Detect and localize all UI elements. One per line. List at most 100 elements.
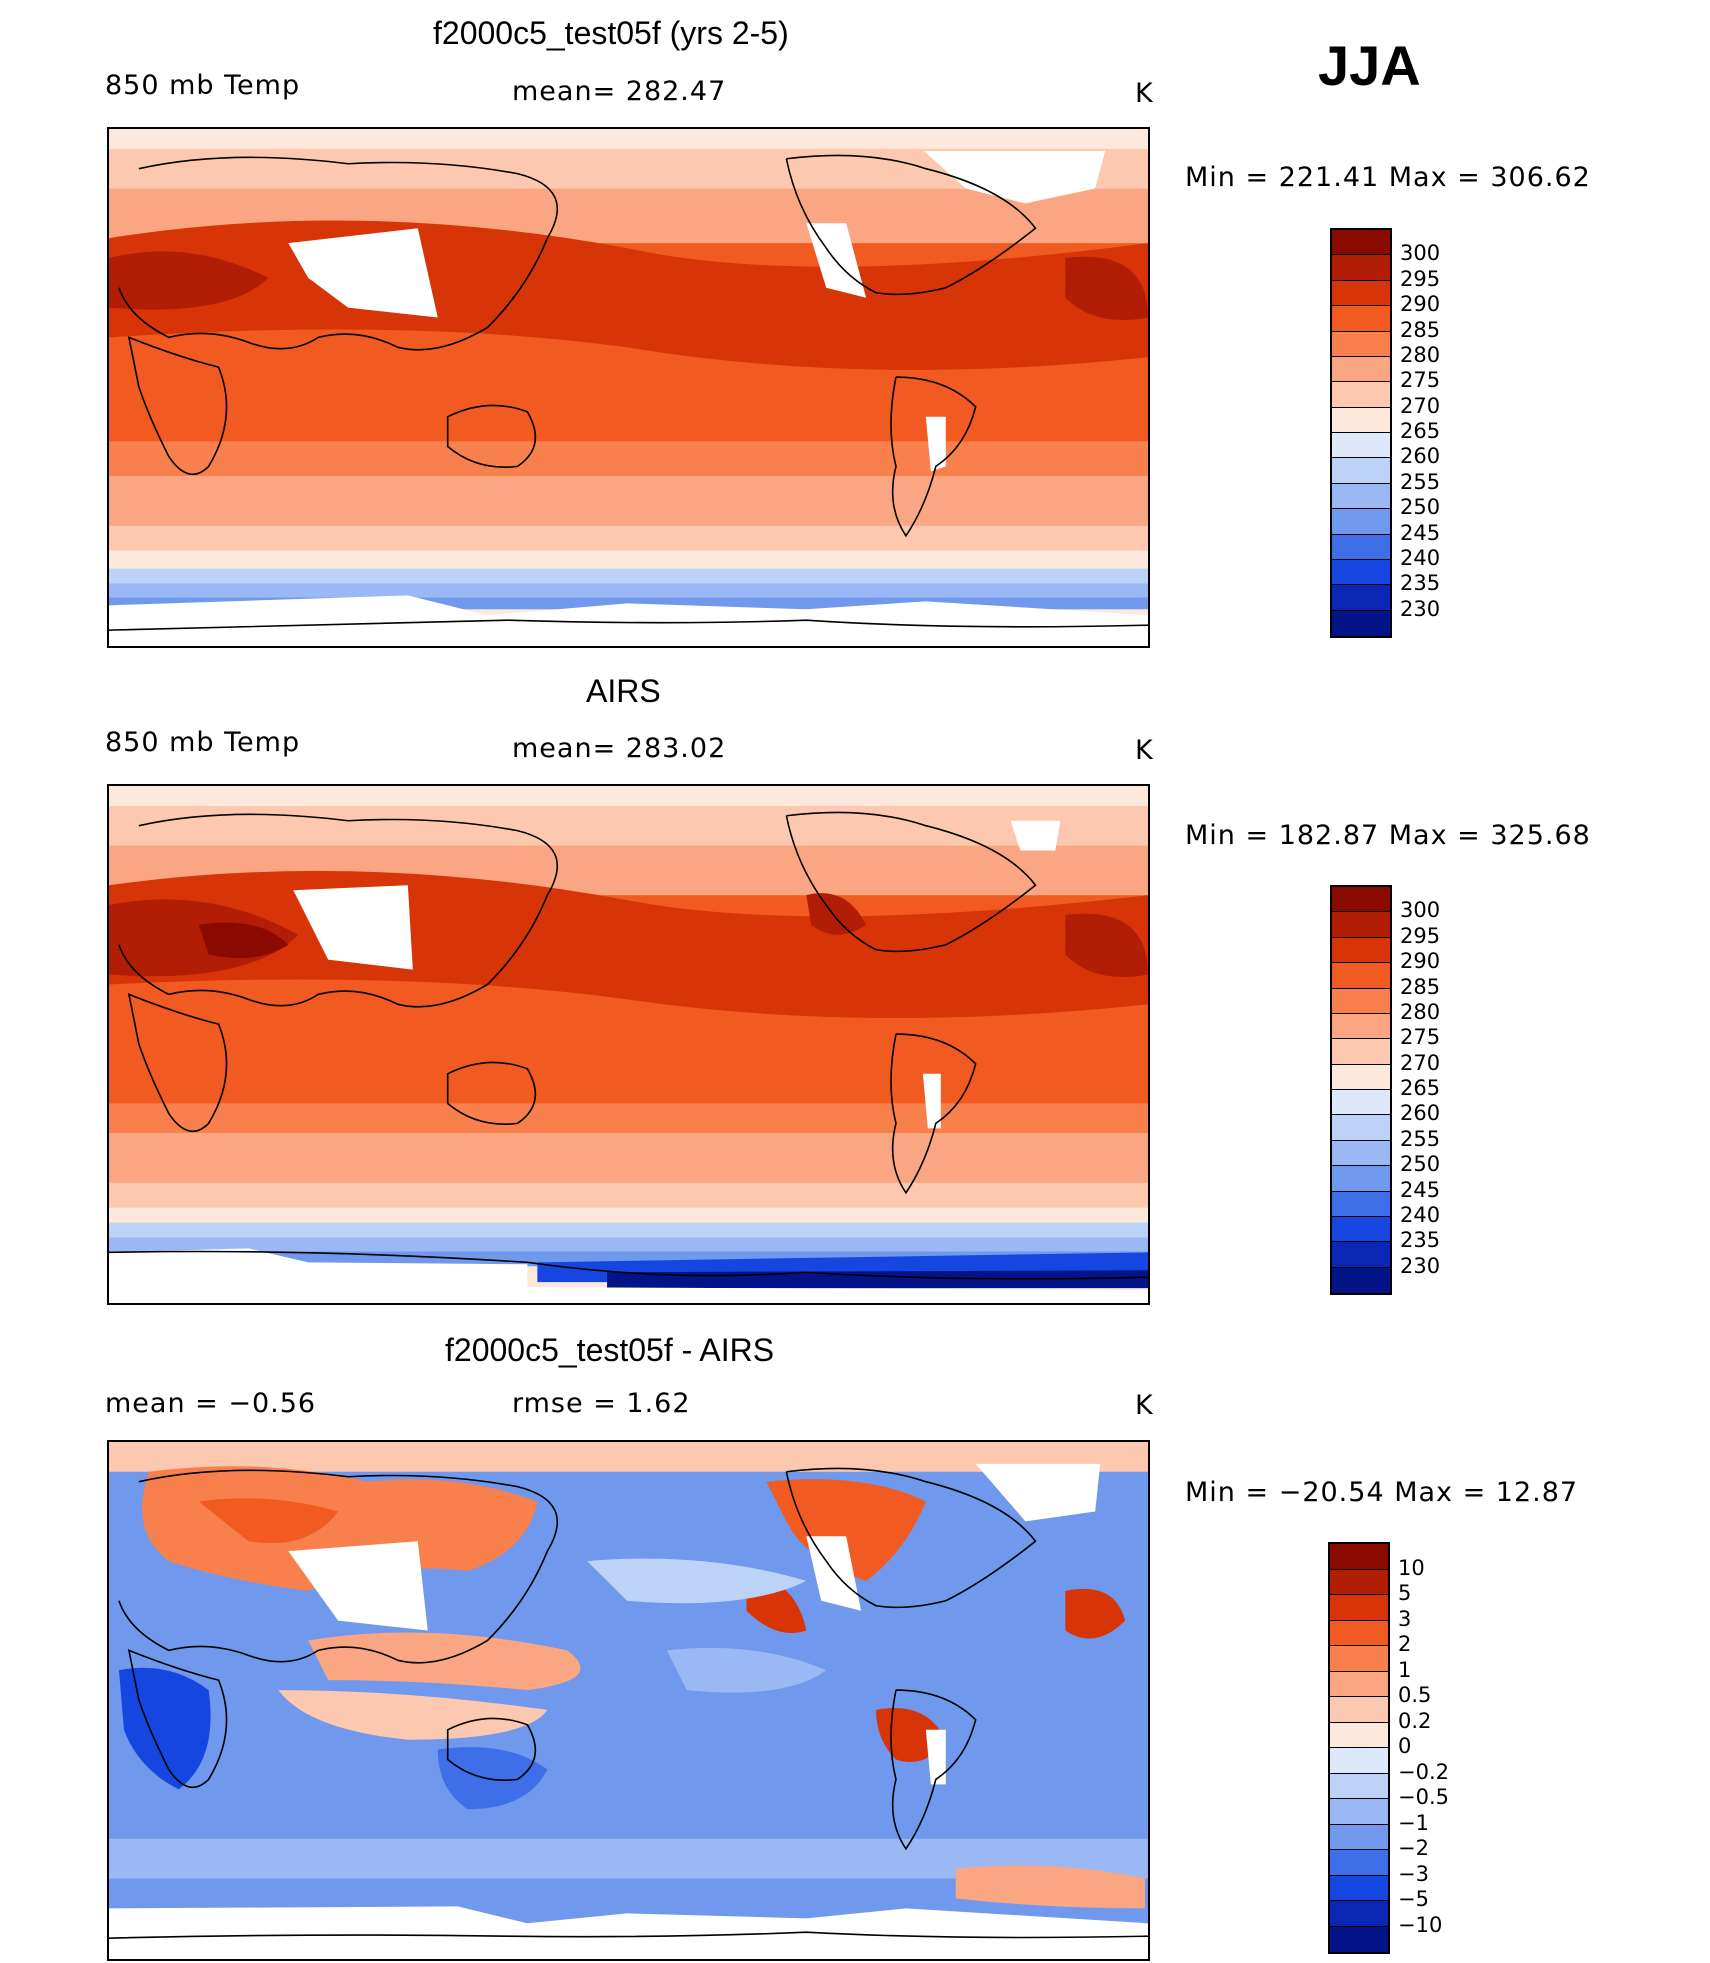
- colorbar-tick-label: 0: [1398, 1734, 1412, 1758]
- panel3-mean-label: mean = −0.56: [105, 1388, 317, 1419]
- panel1-minmax: Min = 221.41 Max = 306.62: [1185, 162, 1591, 193]
- colorbar-segment: [1332, 382, 1390, 408]
- colorbar-segment: [1330, 1544, 1388, 1570]
- colorbar-segment: [1332, 1216, 1390, 1243]
- colorbar-segment: [1332, 912, 1390, 938]
- colorbar-tick-label: −0.5: [1398, 1785, 1449, 1809]
- colorbar-segment: [1332, 988, 1390, 1014]
- colorbar-tick-label: 245: [1400, 520, 1441, 545]
- colorbar-segment: [1332, 331, 1390, 357]
- colorbar-tick-label: 280: [1400, 342, 1441, 367]
- colorbar-segment: [1332, 1267, 1390, 1293]
- colorbar-tick-label: 2: [1398, 1632, 1412, 1656]
- colorbar-segment: [1332, 1140, 1390, 1167]
- panel3-minmax: Min = −20.54 Max = 12.87: [1185, 1477, 1579, 1508]
- colorbar-segment: [1332, 963, 1390, 989]
- colorbar-segment: [1332, 306, 1390, 332]
- panel1-units: K: [1135, 78, 1154, 109]
- colorbar-tick-label: 10: [1398, 1555, 1425, 1580]
- colorbar-tick-label: 285: [1400, 974, 1441, 999]
- colorbar-tick-label: 295: [1400, 923, 1441, 948]
- colorbar-segment: [1332, 1166, 1390, 1192]
- colorbar-segment: [1330, 1901, 1388, 1927]
- colorbar-tick-label: 260: [1400, 444, 1441, 469]
- colorbar-tick-label: 235: [1400, 571, 1441, 596]
- colorbar-segment: [1330, 1569, 1388, 1595]
- colorbar-tick-label: 250: [1400, 495, 1441, 520]
- colorbar-segment: [1332, 559, 1390, 586]
- colorbar-tick-label: 290: [1400, 949, 1441, 974]
- colorbar-segment: [1332, 887, 1390, 913]
- colorbar-tick-label: 1: [1398, 1657, 1412, 1682]
- colorbar-segment: [1330, 1773, 1388, 1799]
- colorbar-segment: [1332, 407, 1390, 433]
- panel3-map: [107, 1440, 1150, 1961]
- colorbar-tick-label: 285: [1400, 317, 1441, 342]
- colorbar-tick-label: 275: [1400, 368, 1441, 393]
- panel1-title: f2000c5_test05f (yrs 2-5): [433, 15, 789, 51]
- colorbar-tick-label: 0.2: [1398, 1708, 1432, 1733]
- panel3-rmse-label: rmse = 1.62: [512, 1388, 691, 1419]
- colorbar-tick-label: 270: [1400, 1050, 1441, 1075]
- colorbar-tick-label: 255: [1400, 1126, 1441, 1151]
- colorbar-segment: [1332, 230, 1390, 256]
- colorbar-segment: [1332, 1191, 1390, 1217]
- colorbar-tick-label: −10: [1398, 1912, 1443, 1937]
- colorbar-tick-label: 295: [1400, 266, 1441, 291]
- colorbar-tick-label: 245: [1400, 1177, 1441, 1202]
- colorbar-segment: [1330, 1824, 1388, 1850]
- colorbar-tick-label: 280: [1400, 999, 1441, 1024]
- panel2-minmax: Min = 182.87 Max = 325.68: [1185, 820, 1591, 851]
- colorbar-segment: [1332, 534, 1390, 560]
- colorbar-tick-label: 270: [1400, 393, 1441, 418]
- colorbar-tick-label: 300: [1400, 241, 1441, 266]
- panel3-map-svg: [109, 1442, 1148, 1959]
- panel3-units: K: [1135, 1390, 1154, 1421]
- colorbar-tick-label: 5: [1398, 1581, 1412, 1605]
- colorbar-tick-label: 250: [1400, 1152, 1441, 1177]
- colorbar-segment: [1332, 937, 1390, 964]
- colorbar-segment: [1330, 1595, 1388, 1621]
- colorbar-tick-label: 3: [1398, 1606, 1412, 1631]
- colorbar-segment: [1332, 433, 1390, 459]
- panel2-units: K: [1135, 735, 1154, 766]
- colorbar-segment: [1332, 280, 1390, 307]
- colorbar-segment: [1332, 610, 1390, 636]
- panel1-map-svg: [109, 129, 1148, 646]
- panel1-colorbar: [1330, 228, 1392, 638]
- colorbar-tick-label: −2: [1398, 1836, 1429, 1860]
- panel3-colorbar: [1328, 1542, 1390, 1954]
- panel2-variable-label: 850 mb Temp: [105, 727, 301, 758]
- colorbar-segment: [1332, 1013, 1390, 1040]
- colorbar-segment: [1330, 1620, 1388, 1646]
- colorbar-tick-label: 0.5: [1398, 1683, 1432, 1707]
- colorbar-segment: [1330, 1926, 1388, 1952]
- colorbar-tick-label: −5: [1398, 1887, 1429, 1911]
- colorbar-segment: [1332, 1090, 1390, 1116]
- colorbar-segment: [1332, 483, 1390, 510]
- colorbar-segment: [1332, 356, 1390, 383]
- panel2-map: [107, 784, 1150, 1305]
- colorbar-segment: [1330, 1748, 1388, 1774]
- colorbar-segment: [1330, 1646, 1388, 1672]
- season-label: JJA: [1318, 34, 1421, 97]
- colorbar-segment: [1332, 255, 1390, 281]
- colorbar-tick-label: 265: [1400, 419, 1441, 443]
- panel2-mean-label: mean= 283.02: [512, 733, 727, 764]
- panel1-mean-label: mean= 282.47: [512, 76, 727, 107]
- colorbar-tick-label: −0.2: [1398, 1759, 1449, 1784]
- panel1-variable-label: 850 mb Temp: [105, 70, 301, 101]
- colorbar-segment: [1332, 1115, 1390, 1141]
- colorbar-tick-label: −3: [1398, 1861, 1429, 1886]
- colorbar-segment: [1332, 1064, 1390, 1090]
- panel2-colorbar: [1330, 885, 1392, 1295]
- panel1-map: [107, 127, 1150, 648]
- colorbar-tick-label: 230: [1400, 1253, 1441, 1278]
- colorbar-segment: [1330, 1671, 1388, 1697]
- colorbar-segment: [1332, 458, 1390, 484]
- colorbar-tick-label: 255: [1400, 469, 1441, 494]
- colorbar-segment: [1332, 1242, 1390, 1268]
- colorbar-tick-label: 290: [1400, 292, 1441, 317]
- colorbar-tick-label: 240: [1400, 1202, 1441, 1227]
- colorbar-segment: [1330, 1799, 1388, 1825]
